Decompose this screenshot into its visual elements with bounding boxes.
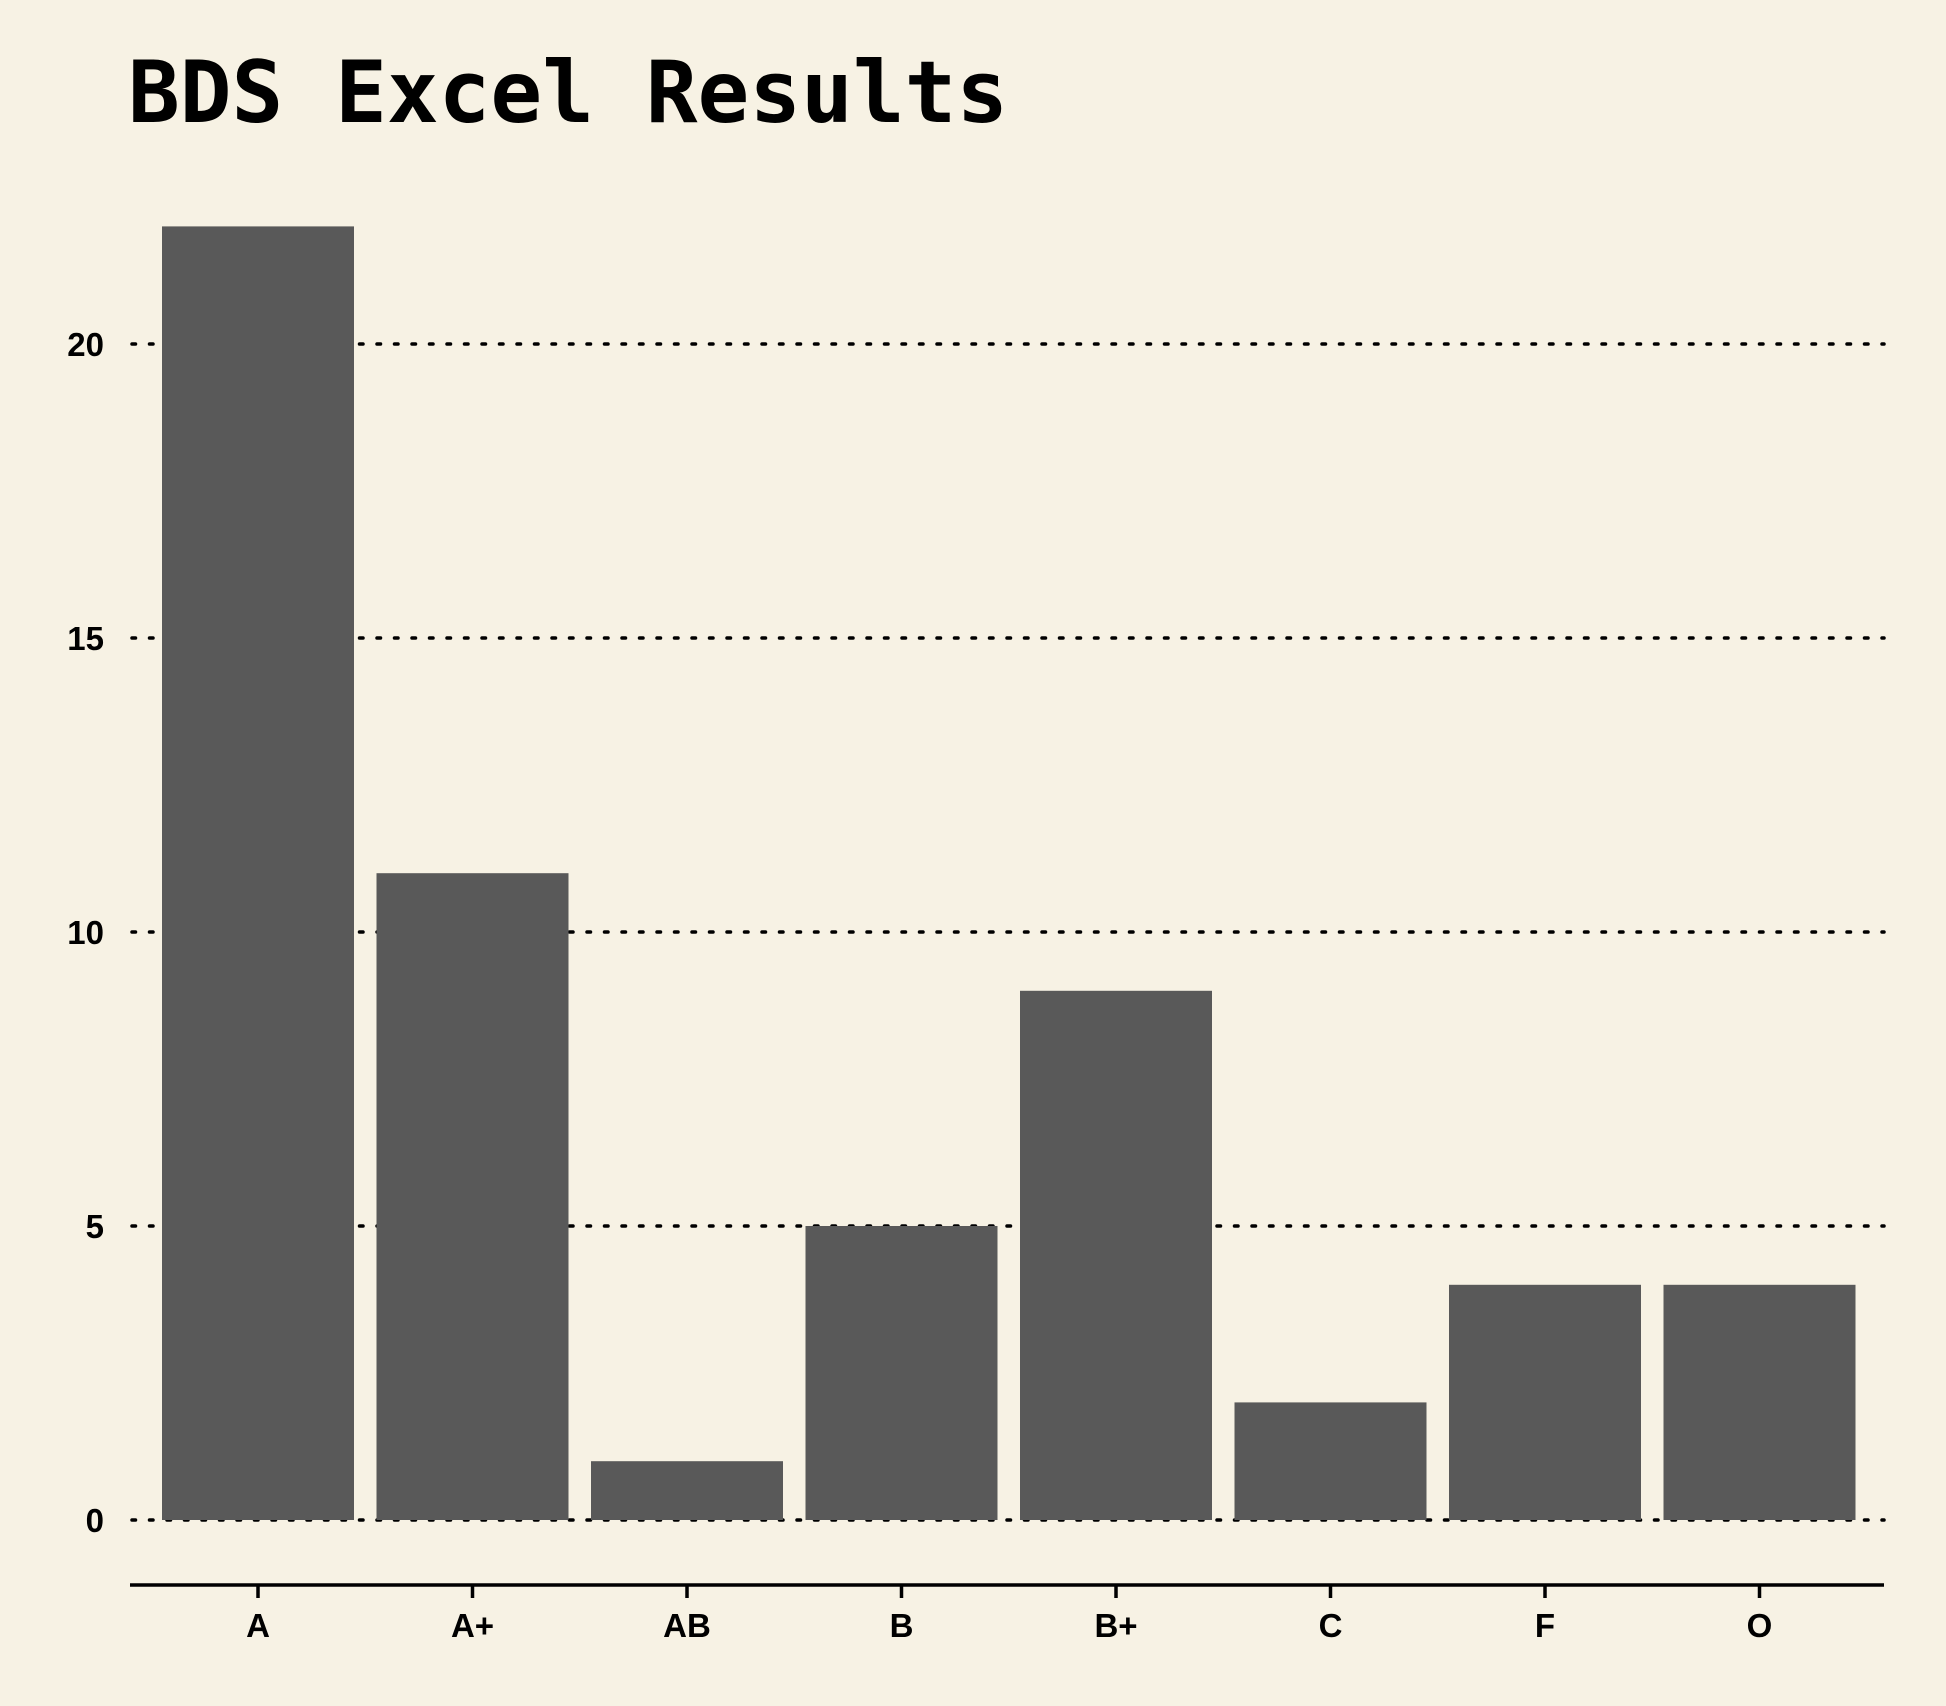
bar-A	[162, 226, 354, 1520]
y-tick-label: 15	[67, 620, 104, 657]
bar-O	[1663, 1284, 1856, 1520]
bar-AB	[591, 1461, 783, 1520]
x-tick-label: A	[246, 1607, 270, 1644]
x-tick-label: C	[1319, 1607, 1343, 1644]
bar-B	[805, 1226, 998, 1520]
x-tick-label: F	[1535, 1607, 1555, 1644]
y-tick-label: 20	[67, 326, 104, 363]
bar-C	[1234, 1402, 1427, 1520]
bars	[162, 226, 1856, 1520]
y-axis-ticks: 0 5 10 15 20	[67, 326, 104, 1539]
y-tick-label: 5	[86, 1208, 104, 1245]
bar-F	[1449, 1284, 1641, 1520]
x-tick-label: B	[890, 1607, 914, 1644]
x-axis-ticks: A A+ AB B B+ C F O	[246, 1585, 1772, 1644]
x-tick-label: A+	[451, 1607, 494, 1644]
chart-title: BDS Excel Results	[128, 43, 1008, 143]
bar-A+	[376, 873, 569, 1520]
x-tick-label: B+	[1094, 1607, 1137, 1644]
bar-B+	[1020, 990, 1212, 1520]
y-tick-label: 10	[67, 914, 104, 951]
x-tick-label: AB	[663, 1607, 711, 1644]
gridlines	[130, 342, 1886, 1522]
y-tick-label: 0	[86, 1502, 104, 1539]
x-tick-label: O	[1747, 1607, 1773, 1644]
